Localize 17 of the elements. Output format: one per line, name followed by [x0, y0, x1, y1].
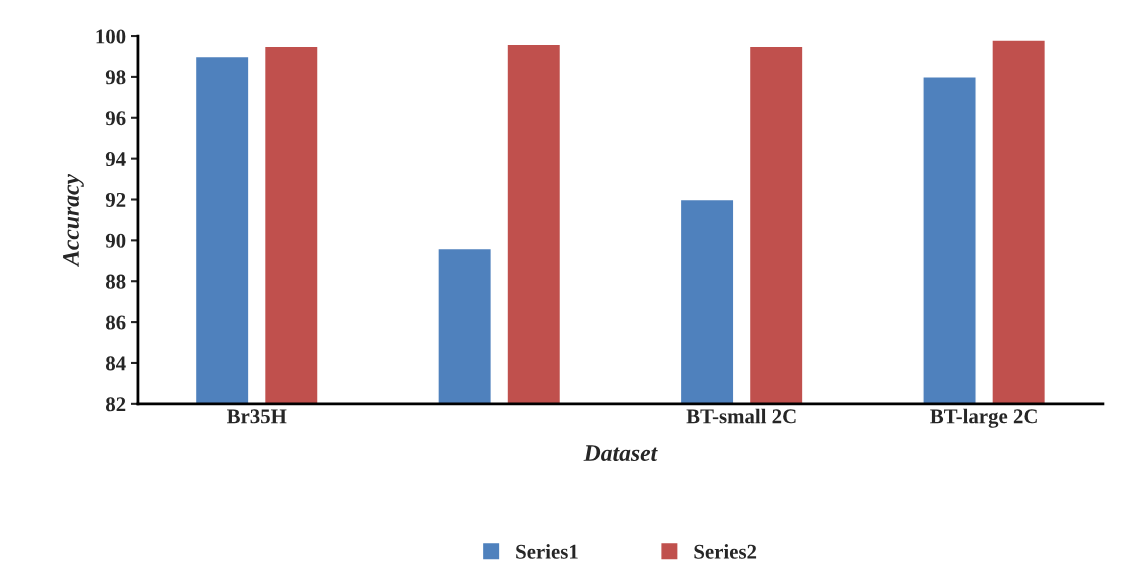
y-tick-label: 100 [96, 29, 126, 44]
y-tick-label: 86 [105, 315, 126, 330]
y-axis-title: Accuracy [63, 173, 84, 268]
y-tick-label: 92 [105, 192, 126, 207]
x-tick-label: Br35H [226, 409, 287, 424]
y-tick-label: 90 [105, 233, 126, 248]
y-tick-label: 88 [105, 274, 126, 289]
y-tick-label: 84 [105, 356, 126, 371]
x-tick-label: BT-small 2C [686, 408, 796, 424]
y-tick-label: 96 [105, 111, 126, 126]
y-tick-label: 94 [105, 152, 126, 167]
x-tick-label: BT-large 2C [930, 408, 1037, 428]
legend-label: Series2 [694, 544, 757, 559]
x-axis-title: Dataset [583, 445, 658, 462]
legend-label: Series1 [516, 544, 578, 559]
y-tick-label: 82 [105, 397, 126, 412]
y-tick-label: 98 [105, 70, 126, 85]
